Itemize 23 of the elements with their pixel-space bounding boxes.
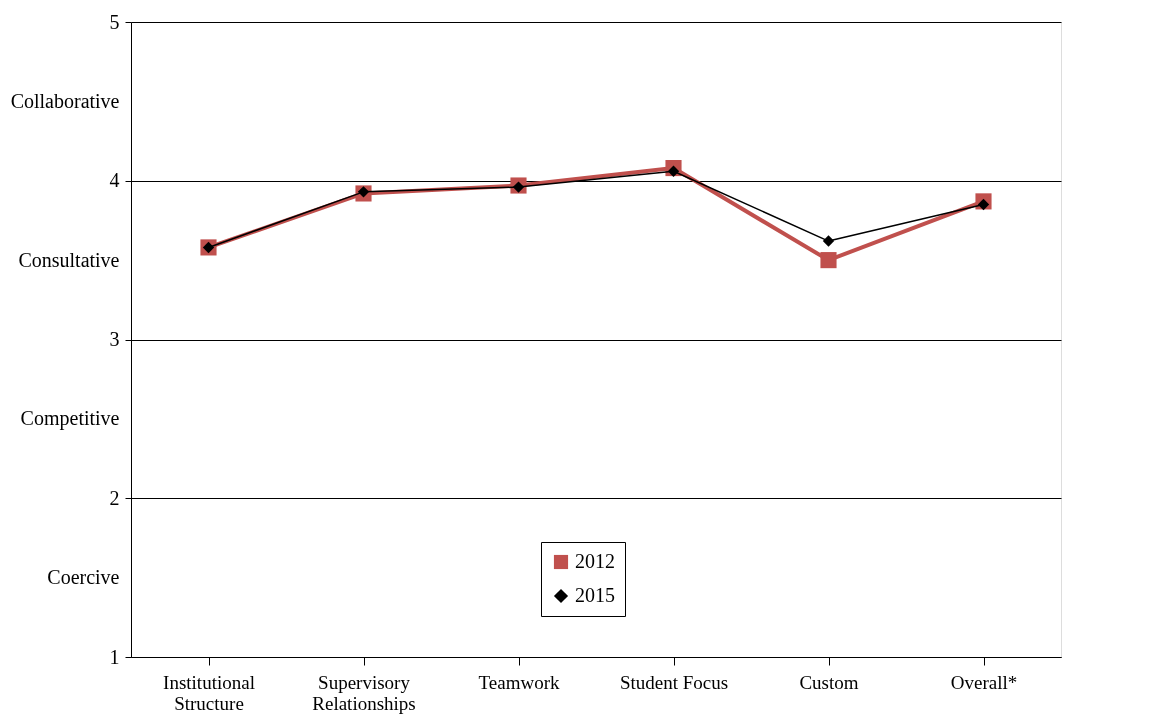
legend-label: 2015 xyxy=(575,584,615,606)
x-tick-label: Institutional Structure xyxy=(163,671,255,714)
y-tick-label: Consultative xyxy=(18,248,120,271)
point xyxy=(820,252,837,269)
y-tick-label: 1 xyxy=(109,645,120,668)
y-tick-label: Competitive xyxy=(20,407,120,431)
point xyxy=(512,181,525,193)
y-tick-label: Collaborative xyxy=(10,89,120,112)
y-tick-label: 4 xyxy=(109,169,120,192)
x-tick-label: Student Focus xyxy=(619,671,729,693)
point xyxy=(357,186,370,198)
x-tick-label: Custom xyxy=(799,671,859,693)
point xyxy=(667,165,680,177)
point xyxy=(977,198,990,211)
point xyxy=(822,235,835,247)
x-tick-label: Teamwork xyxy=(478,671,560,693)
x-tick-label: Overall* xyxy=(950,671,1018,693)
y-tick-label: 2 xyxy=(109,486,120,509)
y-tick-label: Coercive xyxy=(47,566,120,589)
x-tick-label: Supervisory Relationships xyxy=(312,671,416,714)
y-tick-label: 3 xyxy=(109,328,120,350)
legend-label: 2012 xyxy=(575,550,615,572)
y-tick-label: 5 xyxy=(109,10,120,33)
